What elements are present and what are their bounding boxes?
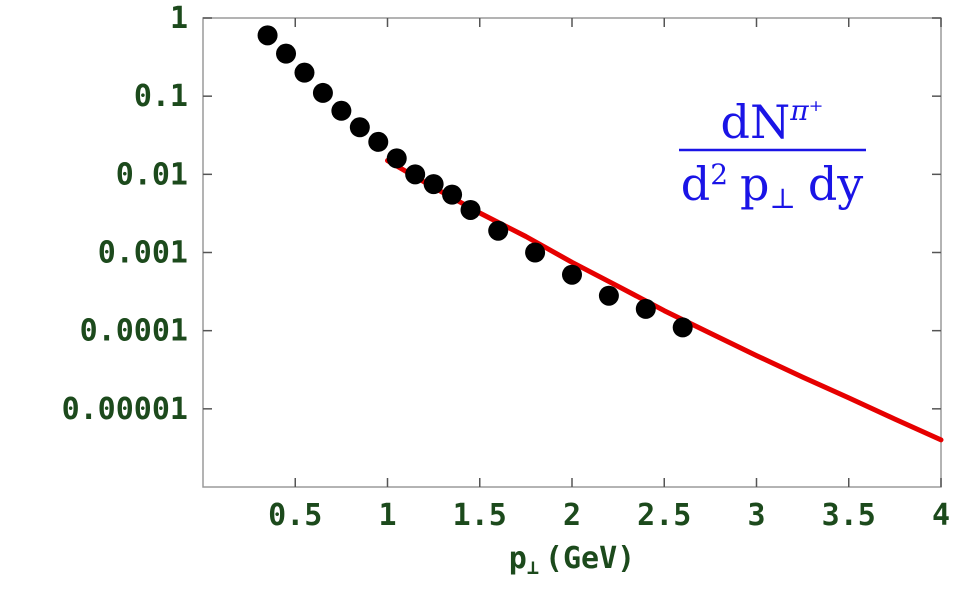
data-point <box>257 25 278 46</box>
data-point <box>488 220 509 241</box>
x-tick-label: 4 <box>932 498 950 533</box>
y-axis: 1 0.1 0.01 0.001 0.0001 0.00001 <box>62 1 941 427</box>
y-tick-label: 0.01 <box>116 157 188 192</box>
y-tick-label: 0.001 <box>98 236 188 271</box>
x-tick-label: 2 <box>563 498 581 533</box>
data-point <box>635 298 656 319</box>
x-axis-label-unit: (GeV) <box>545 541 635 576</box>
x-tick-label: 2.5 <box>637 498 691 533</box>
data-point <box>368 131 389 152</box>
data-point <box>672 317 693 338</box>
formula-denominator-subscript: ⊥ <box>769 182 795 215</box>
plot-frame <box>202 17 942 488</box>
x-axis-label: p⊥ (GeV) <box>509 541 635 579</box>
data-point <box>460 199 481 220</box>
x-axis-label-subscript: ⊥ <box>527 555 539 579</box>
y-tick-label: 0.1 <box>134 79 188 114</box>
formula-numerator-dn: dN <box>721 95 791 149</box>
data-point <box>349 117 370 138</box>
data-point <box>276 43 297 64</box>
x-axis: 0.5 1 1.5 2 2.5 3 3.5 4 <box>268 18 950 533</box>
data-point <box>562 264 582 285</box>
x-tick-label: 1 <box>378 498 396 533</box>
data-point <box>598 285 619 306</box>
x-tick-label: 0.5 <box>268 498 322 533</box>
formula-denominator: d2 p⊥ dy <box>681 157 864 215</box>
y-tick-label: 0.00001 <box>62 392 188 427</box>
formula-denominator-d: d <box>681 157 710 211</box>
formula-numerator-superscript: π⁺ <box>789 94 823 127</box>
formula-denominator-p: p <box>740 157 769 211</box>
data-point <box>442 184 463 205</box>
data-point <box>525 242 546 263</box>
formula-numerator: dNπ⁺ <box>721 94 824 149</box>
data-point <box>386 148 407 169</box>
formula-annotation: dNπ⁺ d2 p⊥ dy <box>679 94 866 215</box>
x-tick-label: 3.5 <box>822 498 876 533</box>
data-point <box>312 82 333 103</box>
formula-denominator-superscript: 2 <box>710 158 728 191</box>
x-axis-label-main: p <box>509 541 527 576</box>
data-point <box>405 164 426 185</box>
data-point <box>423 174 444 195</box>
y-tick-label: 0.0001 <box>80 314 188 349</box>
data-point <box>294 62 315 83</box>
data-points-layer <box>257 25 693 338</box>
x-tick-label: 3 <box>747 498 765 533</box>
formula-denominator-dy: dy <box>808 157 863 211</box>
y-tick-label: 1 <box>170 1 188 36</box>
data-point <box>331 100 352 121</box>
x-tick-label: 1.5 <box>453 498 507 533</box>
